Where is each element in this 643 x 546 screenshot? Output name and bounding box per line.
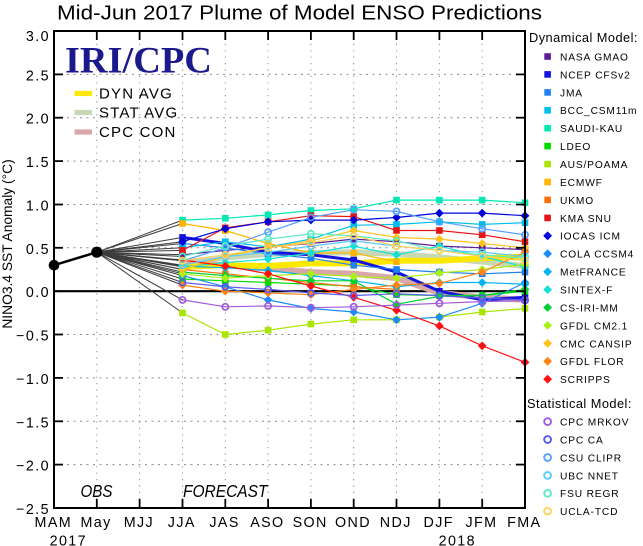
- svg-text:MetFRANCE: MetFRANCE: [560, 268, 627, 279]
- svg-text:AUS/POAMA: AUS/POAMA: [560, 160, 628, 171]
- svg-text:SINTEX-F: SINTEX-F: [560, 286, 613, 297]
- svg-text:JJA: JJA: [168, 515, 196, 531]
- svg-text:CPC MRKOV: CPC MRKOV: [560, 418, 629, 429]
- svg-text:BCC_CSM11m: BCC_CSM11m: [560, 106, 637, 117]
- svg-text:Dynamical Model:: Dynamical Model:: [529, 30, 638, 45]
- svg-text:May: May: [80, 515, 111, 531]
- svg-text:LDEO: LDEO: [560, 142, 591, 153]
- svg-text:OBS: OBS: [81, 481, 113, 501]
- svg-text:IRI/CPC: IRI/CPC: [65, 41, 212, 82]
- svg-text:Statistical Model:: Statistical Model:: [527, 396, 632, 411]
- svg-text:−2.0: −2.0: [16, 459, 50, 475]
- svg-text:1.0: 1.0: [26, 199, 50, 215]
- svg-text:−1.5: −1.5: [16, 415, 50, 431]
- svg-text:MJJ: MJJ: [124, 515, 154, 531]
- svg-text:1.5: 1.5: [26, 155, 50, 171]
- svg-text:NASA GMAO: NASA GMAO: [560, 52, 629, 63]
- svg-text:CMC CANSIP: CMC CANSIP: [560, 339, 632, 350]
- svg-text:JMA: JMA: [560, 88, 583, 99]
- svg-text:MAM: MAM: [35, 515, 73, 531]
- svg-text:JAS: JAS: [209, 515, 239, 531]
- svg-text:COLA CCSM4: COLA CCSM4: [560, 250, 634, 261]
- svg-text:KMA SNU: KMA SNU: [560, 214, 612, 225]
- svg-text:Mid-Jun 2017 Plume of Model EN: Mid-Jun 2017 Plume of Model ENSO Predict…: [57, 3, 542, 25]
- svg-text:UKMO: UKMO: [560, 196, 594, 207]
- svg-text:3.0: 3.0: [26, 29, 50, 45]
- svg-text:NDJ: NDJ: [380, 515, 412, 531]
- svg-text:2018: 2018: [439, 534, 476, 546]
- svg-text:DJF: DJF: [423, 515, 453, 531]
- svg-text:SCRIPPS: SCRIPPS: [560, 375, 611, 386]
- svg-text:UBC NNET: UBC NNET: [560, 471, 619, 482]
- svg-text:ASO: ASO: [250, 515, 284, 531]
- svg-text:FORECAST: FORECAST: [183, 481, 269, 501]
- svg-text:JFM: JFM: [466, 515, 498, 531]
- svg-text:FMA: FMA: [507, 515, 541, 531]
- svg-text:2017: 2017: [50, 534, 87, 546]
- svg-text:NCEP CFSv2: NCEP CFSv2: [560, 70, 631, 81]
- svg-text:0.0: 0.0: [26, 285, 50, 301]
- svg-text:UCLA-TCD: UCLA-TCD: [560, 507, 618, 518]
- svg-text:NINO3.4 SST Anomaly (°C): NINO3.4 SST Anomaly (°C): [0, 159, 15, 328]
- svg-text:0.5: 0.5: [26, 242, 50, 258]
- svg-text:DYN AVG: DYN AVG: [99, 86, 173, 103]
- svg-text:CS-IRI-MM: CS-IRI-MM: [560, 303, 619, 314]
- svg-text:2.0: 2.0: [26, 112, 50, 128]
- svg-text:CPC CA: CPC CA: [560, 435, 604, 446]
- svg-text:CPC CON: CPC CON: [99, 124, 177, 141]
- svg-text:GFDL FLOR: GFDL FLOR: [560, 357, 624, 368]
- svg-text:OND: OND: [335, 515, 371, 531]
- svg-text:ECMWF: ECMWF: [560, 178, 603, 189]
- svg-text:CSU CLIPR: CSU CLIPR: [560, 453, 622, 464]
- svg-text:FSU REGR: FSU REGR: [560, 489, 619, 500]
- svg-text:IOCAS ICM: IOCAS ICM: [560, 232, 621, 243]
- svg-text:−2.5: −2.5: [16, 502, 50, 518]
- svg-text:GFDL CM2.1: GFDL CM2.1: [560, 321, 628, 332]
- svg-text:SON: SON: [293, 515, 328, 531]
- svg-text:2.5: 2.5: [26, 68, 50, 84]
- svg-text:STAT AVG: STAT AVG: [99, 105, 178, 122]
- svg-text:−0.5: −0.5: [16, 329, 50, 345]
- svg-text:SAUDI-KAU: SAUDI-KAU: [560, 124, 623, 135]
- svg-text:−1.0: −1.0: [16, 372, 50, 388]
